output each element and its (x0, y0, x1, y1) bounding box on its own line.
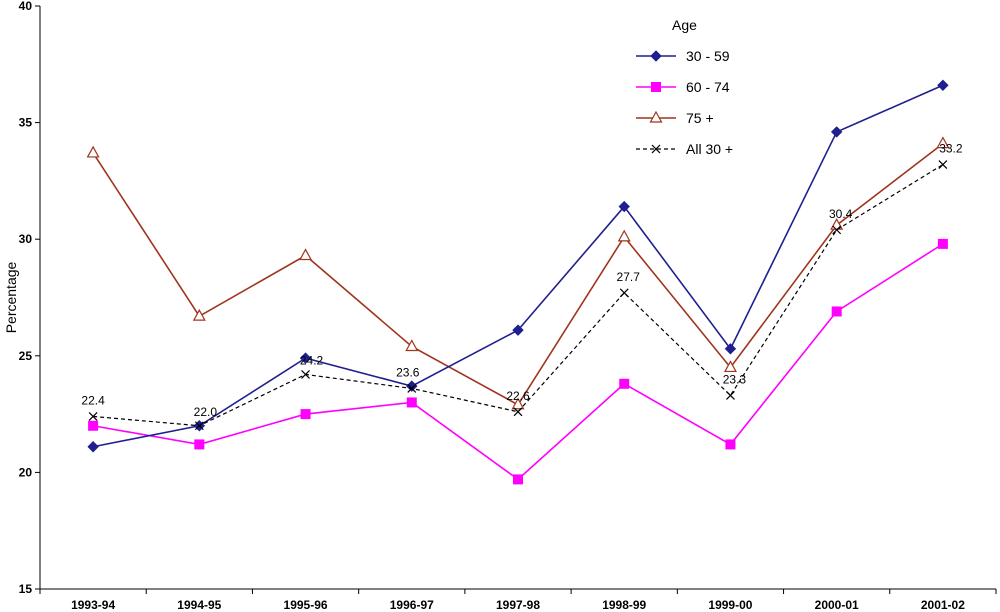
series-all-30 (88, 160, 948, 431)
x-tick-label: 1996-97 (390, 598, 434, 612)
y-tick-label: 30 (19, 232, 33, 246)
data-point-75 (936, 136, 950, 149)
data-point-30-59 (724, 343, 737, 355)
data-label: 24.2 (300, 353, 324, 367)
data-point-30-59 (299, 352, 312, 364)
data-point-60-74 (194, 439, 205, 450)
series-75 (86, 136, 950, 410)
legend-title: Age (672, 17, 697, 33)
series-layer (86, 79, 950, 485)
data-point-60-74 (831, 306, 842, 317)
data-point-30-59 (87, 441, 99, 453)
data-point-30-59 (618, 200, 630, 213)
x-tick-label: 1995-96 (284, 598, 328, 612)
data-point-75 (192, 308, 206, 321)
data-point-60-74 (88, 420, 99, 431)
data-label: 22.6 (506, 389, 530, 403)
axes: 15 20 25 30 35 40 1993-94 1994-95 1995-96 1996-97… (3, 0, 997, 612)
legend-swatch-marker-stroke (651, 144, 661, 154)
data-point-all-30 (619, 288, 629, 298)
data-point-75 (299, 248, 313, 261)
data-label: 23.3 (723, 372, 747, 386)
data-point-all-30 (832, 225, 842, 235)
legend-item-75: 75 + (636, 110, 714, 126)
data-point-all-30-stroke (88, 412, 98, 421)
data-point-all-30-stroke (301, 370, 310, 379)
data-point-75 (723, 360, 737, 373)
data-point-all-30 (513, 407, 523, 417)
data-point-all-30 (938, 160, 948, 170)
x-tick-label: 1993-94 (71, 598, 115, 612)
data-point-60-74 (937, 238, 948, 249)
data-label: 27.7 (617, 270, 641, 284)
data-label: 23.6 (396, 365, 420, 379)
x-tick-label: 1997-98 (496, 598, 540, 612)
data-point-all-30-stroke (194, 421, 204, 431)
data-label: 22.0 (194, 405, 218, 419)
x-tick-label: 1998-99 (602, 598, 646, 612)
legend-swatch-marker (651, 144, 661, 154)
legend-label: All 30 + (686, 141, 733, 157)
legend: Age 30 - 59 60 - 74 75 + All 30 + (636, 17, 733, 157)
data-point-60-74 (300, 409, 311, 420)
data-point-all-30 (407, 384, 417, 393)
x-tick-label: 1994-95 (177, 598, 221, 612)
y-tick-label: 40 (19, 0, 33, 13)
series-line-60-74 (92, 243, 944, 481)
data-label: 22.4 (81, 393, 105, 407)
data-point-60-74 (619, 378, 630, 389)
series-line-all-30 (93, 164, 944, 427)
legend-swatch-marker (651, 82, 661, 92)
x-tick-label: 2001-02 (921, 598, 965, 612)
data-point-all-30 (88, 412, 98, 421)
data-label: 33.2 (939, 142, 963, 156)
data-point-60-74 (406, 397, 417, 408)
legend-item-60-74: 60 - 74 (636, 79, 730, 95)
y-tick-label: 35 (19, 116, 33, 130)
series-line-75 (92, 142, 944, 406)
data-point-75 (405, 339, 419, 352)
data-point-60-74 (513, 474, 523, 485)
y-tick-label: 25 (19, 349, 33, 363)
data-point-60-74 (725, 439, 736, 450)
legend-label: 60 - 74 (686, 79, 730, 95)
data-point-30-59 (937, 79, 949, 91)
y-tick-label: 20 (19, 465, 33, 479)
data-point-all-30-stroke (619, 288, 629, 298)
y-tick-label: 15 (19, 582, 33, 596)
data-label: 30.4 (829, 207, 853, 221)
data-point-30-59 (512, 324, 524, 336)
series-60-74 (88, 238, 948, 485)
data-point-75 (86, 145, 100, 158)
data-point-all-30 (726, 391, 735, 400)
legend-swatch-marker (649, 110, 663, 123)
x-tick-label: 2000-01 (815, 598, 859, 612)
legend-item-all-30: All 30 + (636, 141, 733, 157)
y-axis-label: Percentage (3, 261, 19, 333)
data-point-75 (617, 229, 631, 242)
data-point-all-30-stroke (726, 391, 735, 400)
legend-label: 75 + (686, 110, 714, 126)
data-point-all-30-stroke (938, 160, 948, 170)
data-labels: 22.4 22.0 24.2 23.6 22.6 27.7 23.3 30.4 33.2 (81, 142, 962, 419)
data-point-all-30 (194, 421, 204, 431)
x-tick-label: 1999-00 (708, 598, 752, 612)
legend-label: 30 - 59 (686, 48, 730, 64)
data-point-all-30-stroke (513, 407, 523, 417)
data-point-all-30 (301, 370, 310, 379)
data-point-all-30-stroke (407, 384, 417, 393)
data-point-75 (511, 397, 525, 410)
data-point-30-59 (830, 126, 843, 138)
data-point-30-59 (406, 380, 418, 392)
legend-swatch-marker (650, 50, 662, 62)
legend-item-30-59: 30 - 59 (636, 48, 730, 64)
data-point-all-30-stroke (832, 225, 842, 235)
